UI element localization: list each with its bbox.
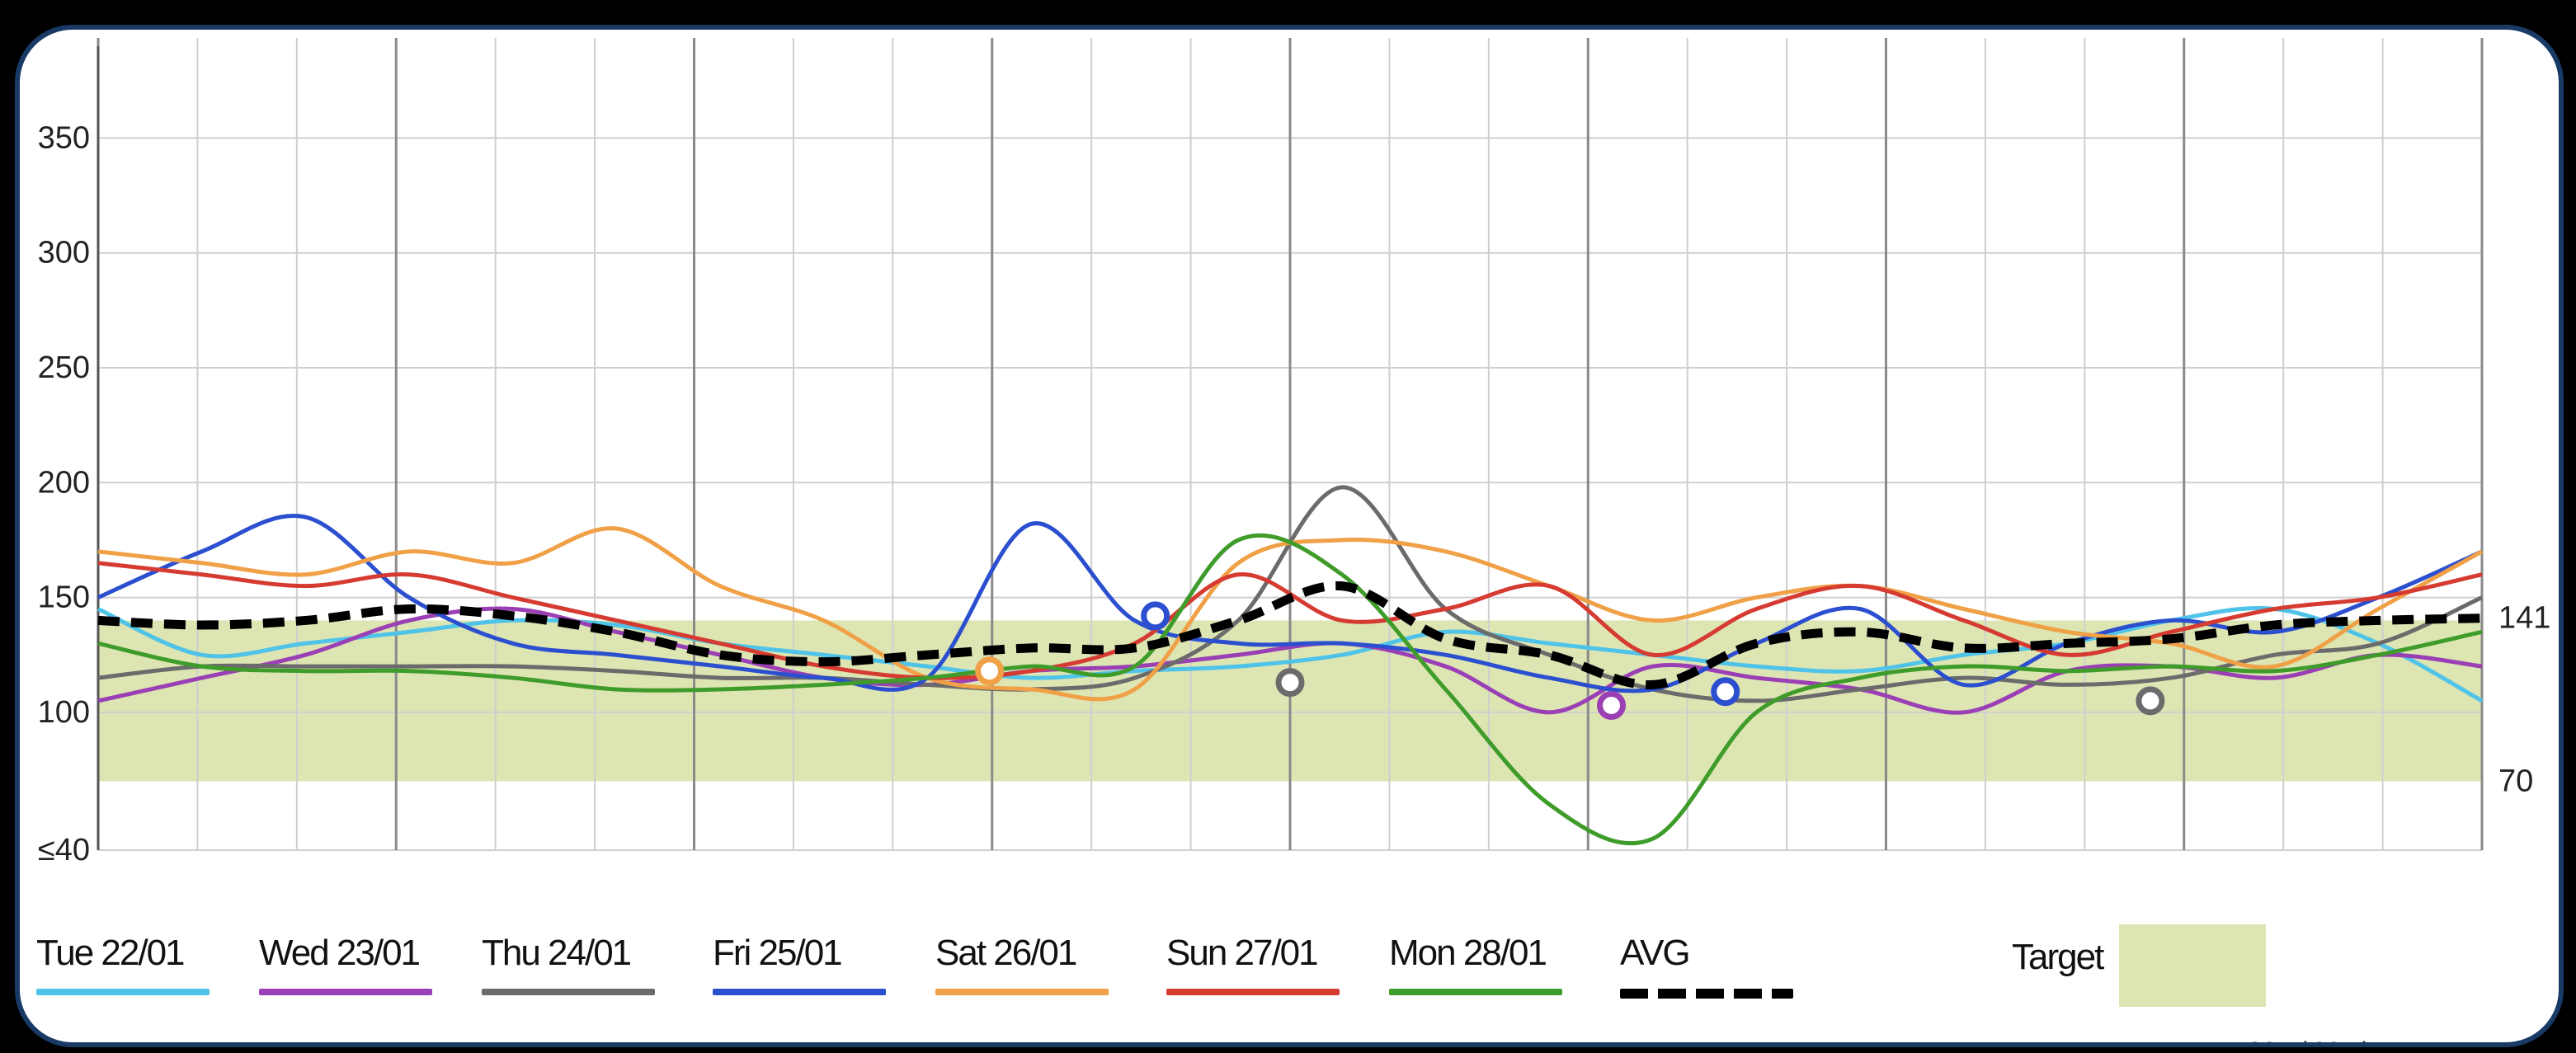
right-axis-labels: 141 70 <box>2498 601 2550 799</box>
y-tick-label: ≤40 <box>38 833 90 867</box>
legend-label: Tue 22/01 <box>36 933 186 973</box>
chart-panel: 350 300 250 200 150 100 ≤40 141 70 Tue 22/01 Wed… <box>15 25 2564 1047</box>
legend-label: Thu 24/01 <box>482 933 632 973</box>
y-axis: 350 300 250 200 150 100 ≤40 <box>38 120 90 867</box>
meal-marker-layer <box>975 601 2165 720</box>
meal-marker-legend: Meal Marker ⚬ <box>2251 1036 2428 1042</box>
legend-label: Mon 28/01 <box>1389 933 1547 973</box>
legend: Tue 22/01 Wed 23/01 Thu 24/01 Fri 25/01 Sat … <box>20 933 2559 1032</box>
series-layer <box>97 485 2484 846</box>
meal-marker <box>1141 601 1170 631</box>
legend-item-mon-28-01: Mon 28/01 <box>1389 933 1562 995</box>
legend-item-sun-27-01: Sun 27/01 <box>1166 933 1340 995</box>
legend-swatch <box>1166 989 1340 995</box>
legend-swatch <box>259 989 432 995</box>
legend-item-wed-23-01: Wed 23/01 <box>259 933 432 995</box>
legend-swatch <box>36 989 210 995</box>
meal-marker <box>1275 668 1305 698</box>
legend-swatch <box>713 989 886 995</box>
target-legend-label: Target <box>2012 937 2104 977</box>
meal-marker <box>1711 677 1740 707</box>
meal-marker-icon: ⚬ <box>2405 1037 2428 1042</box>
series-line-avg <box>97 581 2483 689</box>
legend-item-thu-24-01: Thu 24/01 <box>482 933 655 995</box>
legend-item-sat-26-01: Sat 26/01 <box>935 933 1109 995</box>
y-tick-label: 150 <box>38 581 90 615</box>
legend-item-avg: AVG <box>1620 933 1793 999</box>
y-tick-label: 250 <box>38 350 90 385</box>
y-tick-label: 200 <box>38 465 90 500</box>
legend-item-fri-25-01: Fri 25/01 <box>713 933 886 995</box>
legend-label: Sat 26/01 <box>935 933 1077 973</box>
legend-swatch <box>482 989 655 995</box>
legend-swatch <box>935 989 1109 995</box>
legend-swatch <box>1620 989 1793 999</box>
series-line-sun-27-01 <box>97 561 2483 680</box>
y-tick-label: 300 <box>38 236 90 270</box>
meal-marker <box>2136 686 2165 716</box>
legend-label: Wed 23/01 <box>259 933 421 973</box>
legend-item-tue-22-01: Tue 22/01 <box>36 933 210 995</box>
meal-marker-label: Meal Marker <box>2251 1037 2398 1042</box>
right-axis-label: 70 <box>2498 764 2533 798</box>
legend-label: Fri 25/01 <box>713 933 843 973</box>
meal-marker <box>1597 691 1627 720</box>
right-axis-label: 141 <box>2498 601 2550 636</box>
legend-label: AVG <box>1620 933 1691 973</box>
y-tick-label: 100 <box>38 695 90 730</box>
legend-label: Sun 27/01 <box>1166 933 1319 973</box>
legend-swatch <box>1389 989 1562 995</box>
meal-marker <box>975 656 1005 686</box>
grid-layer <box>97 38 2484 851</box>
series-line-mon-28-01 <box>97 533 2483 846</box>
series-line-sat-26-01 <box>97 526 2484 702</box>
y-tick-label: 350 <box>38 120 90 155</box>
target-swatch <box>2119 924 2266 1007</box>
series-line-thu-24-01 <box>97 485 2484 703</box>
glucose-line-chart: 350 300 250 200 150 100 ≤40 141 70 <box>38 38 2550 867</box>
